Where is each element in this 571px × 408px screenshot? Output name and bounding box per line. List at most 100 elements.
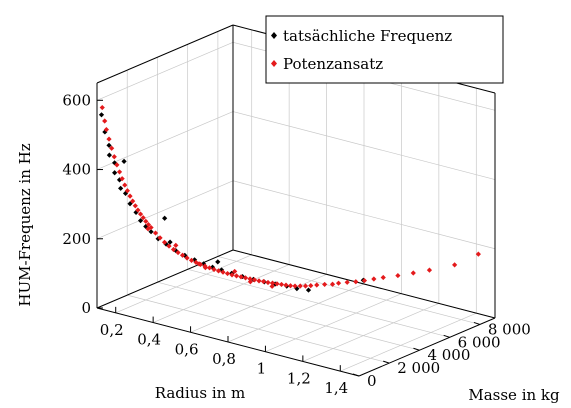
data-point-series-1-39 (238, 274, 244, 280)
legend-label-power-law: Potenzansatz (283, 55, 383, 73)
legend-entry-actual: tatsächliche Frequenz (271, 27, 452, 45)
data-point-series-1-24 (170, 246, 177, 253)
data-point-series-1-49 (283, 282, 289, 288)
data-point-series-1-54 (308, 283, 314, 289)
x-tick-label-1: 0,4 (137, 331, 161, 349)
grid-line-y-floor (127, 294, 390, 364)
x-tick-label-4: 1 (257, 360, 267, 378)
legend-entry-power-law: Potenzansatz (271, 55, 383, 73)
z-tick-label-0: 0 (81, 299, 91, 317)
data-point-series-1-1 (102, 118, 108, 124)
data-point-series-0-29 (305, 287, 312, 293)
data-point-series-1-44 (260, 278, 267, 285)
data-point-series-1-16 (140, 215, 146, 221)
x-tick-label-0: 0,2 (100, 321, 124, 339)
x-tick-label-3: 0,8 (212, 350, 236, 368)
data-point-series-1-73 (202, 265, 208, 271)
data-point-series-0-28 (294, 286, 300, 292)
data-point-series-1-74 (269, 283, 275, 289)
data-point-series-1-7 (116, 169, 123, 175)
data-point-series-1-23 (166, 243, 172, 249)
data-point-series-1-59 (344, 279, 350, 285)
data-point-series-0-7 (118, 185, 124, 191)
grid-line-y-floor (187, 268, 450, 338)
data-point-series-1-14 (135, 207, 141, 213)
grid-line-x-floor (302, 303, 439, 362)
data-point-series-1-53 (302, 283, 309, 289)
data-point-series-1-43 (256, 278, 262, 284)
data-point-series-1-34 (215, 268, 222, 274)
data-point-series-1-66 (426, 267, 433, 273)
x-axis-label: Radius in m (155, 384, 246, 402)
data-point-series-1-48 (278, 281, 285, 288)
data-point-series-1-69 (196, 261, 202, 267)
data-point-series-1-35 (220, 269, 226, 275)
data-point-series-1-27 (184, 255, 190, 261)
x-tick-label-2: 0,6 (175, 340, 199, 358)
data-point-series-1-61 (361, 277, 368, 284)
data-point-series-1-40 (242, 275, 249, 281)
data-point-series-1-25 (175, 249, 181, 256)
grid-line-x-floor (340, 312, 477, 372)
y-tick-mark (413, 347, 420, 351)
data-point-series-1-36 (224, 270, 231, 277)
data-point-series-1-63 (380, 274, 386, 281)
z-tick-label-3: 600 (62, 91, 91, 109)
data-point-series-1-26 (179, 252, 186, 258)
y-tick-mark (352, 373, 360, 377)
y-tick-mark (443, 334, 450, 338)
grid-line-z-side (96, 41, 234, 101)
frame-edge (96, 24, 234, 84)
data-point-series-1-50 (287, 283, 294, 289)
data-point-series-1-4 (109, 145, 115, 151)
frame-edge (96, 249, 234, 309)
data-point-series-1-56 (322, 281, 328, 288)
data-point-series-1-51 (292, 283, 298, 289)
data-point-series-1-45 (265, 279, 271, 286)
data-point-series-0-13 (148, 229, 154, 235)
y-tick-label-0: 0 (367, 372, 377, 390)
legend-marker-actual (271, 32, 277, 39)
data-point-series-1-38 (233, 273, 240, 279)
frame-edge (232, 249, 496, 319)
data-point-series-1-6 (114, 162, 120, 168)
data-point-series-1-11 (127, 193, 133, 199)
legend-marker-power-law (271, 60, 277, 67)
data-point-series-1-5 (111, 154, 117, 160)
data-point-series-1-47 (274, 281, 280, 287)
data-point-series-0-18 (191, 257, 198, 263)
data-point-series-1-20 (152, 230, 159, 236)
data-point-series-1-55 (314, 282, 320, 288)
grid-line-x-floor (153, 264, 290, 323)
data-point-series-0-31 (215, 259, 221, 265)
x-tick-label-6: 1,4 (324, 379, 348, 397)
data-point-series-1-3 (106, 136, 112, 142)
grid-line-y-floor (157, 281, 420, 351)
data-point-series-1-46 (269, 280, 276, 286)
data-point-series-1-21 (157, 235, 163, 241)
data-point-series-1-71 (247, 279, 253, 285)
data-point-series-0-33 (121, 158, 127, 164)
data-point-series-1-22 (161, 239, 168, 245)
data-point-series-1-15 (137, 211, 144, 217)
y-tick-mark (383, 360, 390, 364)
data-point-series-1-67 (452, 262, 458, 268)
y-tick-mark (473, 321, 481, 325)
data-point-series-1-64 (395, 272, 401, 279)
data-point-series-0-0 (98, 112, 105, 118)
grid-line-x-floor (115, 254, 252, 314)
grid-line-z-back (232, 111, 496, 180)
data-point-series-0-19 (200, 261, 207, 267)
grid-line-y-floor (217, 256, 480, 325)
data-point-series-1-70 (232, 268, 238, 275)
data-point-series-1-42 (251, 277, 258, 283)
data-point-series-1-29 (193, 259, 199, 266)
legend-box (265, 15, 504, 84)
legend-label-actual: tatsächliche Frequenz (283, 27, 452, 45)
data-point-series-1-68 (475, 251, 481, 257)
data-point-series-0-21 (218, 267, 225, 273)
data-point-series-0-30 (162, 215, 168, 221)
grid-line-z-side (96, 180, 234, 240)
